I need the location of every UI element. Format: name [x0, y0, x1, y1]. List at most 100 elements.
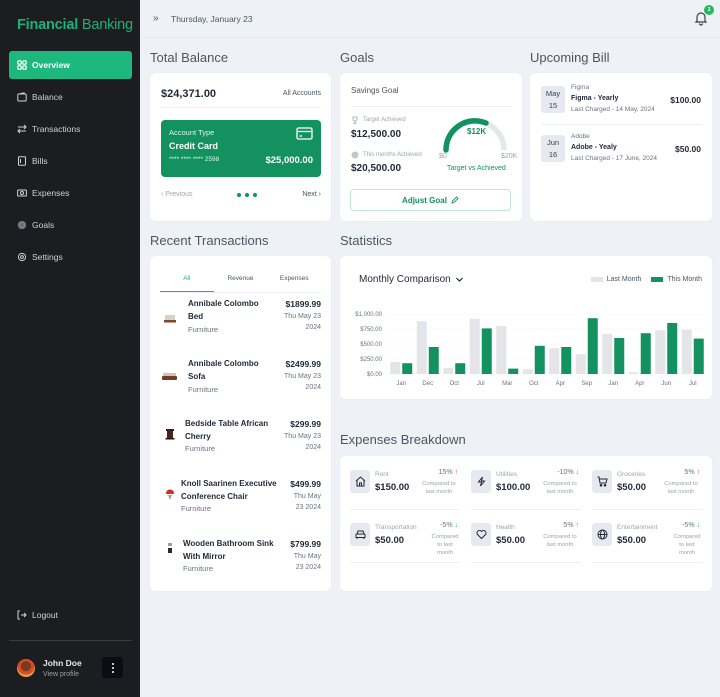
tab-all[interactable]: All — [160, 270, 214, 292]
expense-item-groceries[interactable]: Groceries $50.00 5% ↑ Compared to last m… — [592, 462, 702, 510]
bill-amount: $100.00 — [670, 95, 701, 105]
cart-icon — [592, 470, 612, 493]
tab-revenue[interactable]: Revenue — [227, 275, 254, 282]
transaction-date: Thu May 23 2024 — [284, 433, 321, 451]
bill-item[interactable]: Jun 16 Adobe Adobe - Yealy Last Charged -… — [541, 133, 701, 165]
statistics-card: Monthly Comparison Last Month This Month… — [340, 256, 712, 399]
sidebar-item-bills[interactable]: Bills — [9, 147, 132, 175]
chevron-down-icon — [455, 277, 463, 282]
section-title-total-balance: Total Balance — [150, 50, 229, 65]
sidebar-item-goals[interactable]: Goals — [9, 211, 132, 239]
expense-item-utilities[interactable]: Utilities $100.00 -10% ↓ Compared to las… — [471, 462, 581, 510]
svg-text:$500.00: $500.00 — [360, 342, 382, 348]
profile-menu-button[interactable] — [102, 657, 123, 678]
legend-last-month[interactable]: Last Month — [590, 276, 641, 283]
arrow-down-icon: ↓ — [696, 522, 701, 529]
sidebar-item-transactions[interactable]: Transactions — [9, 115, 132, 143]
sidebar-item-label: Bills — [32, 156, 48, 166]
expense-item-transportation[interactable]: Transportation $50.00 -5% ↓ Compared to … — [350, 515, 460, 563]
sidebar-nav: Overview Balance Transactions Bills Expe… — [9, 51, 132, 275]
transaction-amount: $1899.99 — [285, 299, 321, 309]
svg-text:$0.00: $0.00 — [367, 372, 383, 378]
transaction-name: Annibale Colombo Bed — [188, 299, 259, 321]
sidebar-item-label: Overview — [32, 60, 70, 70]
svg-text:Apr: Apr — [556, 381, 565, 387]
transaction-category: Furniture — [181, 504, 212, 513]
trophy-icon — [352, 116, 358, 124]
view-profile-link[interactable]: View profile — [43, 671, 80, 678]
svg-text:Oct: Oct — [450, 381, 460, 387]
bill-icon — [17, 156, 27, 166]
tab-expenses[interactable]: Expenses — [279, 275, 309, 282]
transaction-row[interactable]: Wooden Bathroom Sink With Mirror Furnitur… — [160, 537, 321, 589]
monthly-comparison-dropdown[interactable]: Monthly Comparison — [359, 274, 464, 285]
sidebar-item-label: Balance — [32, 92, 63, 102]
pager-dot[interactable] — [253, 192, 258, 197]
expense-item-rent[interactable]: Rent $150.00 15% ↑ Compared to last mont… — [350, 462, 460, 510]
account-type: Credit Card — [169, 141, 219, 151]
transaction-name: Wooden Bathroom Sink With Mirror — [183, 539, 274, 561]
section-title-statistics: Statistics — [340, 233, 393, 248]
table-icon — [165, 429, 175, 440]
pager-dot[interactable] — [245, 192, 250, 197]
monthly-comparison-chart: $0.00 $250.00 $500.00 $750.00 $1,000.00 Jan De… — [355, 312, 706, 387]
credit-card[interactable]: Account Type Credit Card **** **** **** … — [161, 120, 321, 177]
sidebar-item-label: Goals — [32, 220, 55, 230]
svg-text:Jan: Jan — [396, 381, 406, 387]
transaction-row[interactable]: Bedside Table African Cherry Furniture $2… — [160, 417, 321, 469]
bill-last-charged: Last Charged - 17 June, 2024 — [571, 155, 658, 162]
transaction-row[interactable]: Annibale Colombo Sofa Furniture $2499.99 … — [160, 357, 321, 409]
expenses-breakdown-card: Rent $150.00 15% ↑ Compared to last mont… — [340, 456, 712, 591]
transaction-category: Furniture — [188, 325, 219, 334]
card-number: **** **** **** 2598 — [169, 156, 220, 163]
target-achieved-value: $12,500.00 — [351, 129, 402, 140]
transaction-row[interactable]: Knoll Saarinen Executive Conference Chair… — [160, 477, 321, 529]
target-achieved-label: Target Achieved — [351, 116, 406, 124]
cash-icon — [17, 188, 27, 198]
chair-icon — [166, 489, 174, 499]
transaction-date: Thu May 23 2024 — [293, 493, 321, 511]
savings-goal-title: Savings Goal — [351, 86, 399, 95]
target-icon — [17, 220, 27, 230]
logout-button[interactable]: Logout — [17, 610, 58, 620]
sidebar-item-expenses[interactable]: Expenses — [9, 179, 132, 207]
bill-date: Jun 16 — [541, 135, 565, 162]
month-achieved-value: $20,500.00 — [351, 163, 402, 174]
expense-item-health[interactable]: Health $50.00 5% ↑ Compared to last mont… — [471, 515, 581, 563]
bill-name: Figma - Yearly — [571, 95, 619, 102]
brand-logo[interactable]: Financial Banking — [17, 17, 133, 33]
transaction-row[interactable]: Annibale Colombo Bed Furniture $1899.99 T… — [160, 297, 321, 349]
adjust-goal-button[interactable]: Adjust Goal — [350, 189, 511, 211]
bill-amount: $50.00 — [675, 144, 701, 154]
notification-badge: 3 — [704, 5, 714, 15]
legend-this-month[interactable]: This Month — [651, 276, 702, 283]
expense-item-entertainment[interactable]: Entertainment $50.00 -5% ↓ Compared to l… — [592, 515, 702, 563]
kebab-icon — [111, 662, 114, 674]
svg-text:$1,000.00: $1,000.00 — [355, 312, 382, 318]
collapse-sidebar-button[interactable]: » — [153, 13, 159, 24]
recent-transactions-card: All Revenue Expenses Annibale Colombo Bed… — [150, 256, 331, 591]
pager-dot[interactable] — [237, 192, 242, 197]
bell-icon[interactable] — [693, 10, 709, 26]
svg-text:Sep: Sep — [581, 381, 592, 387]
sink-icon — [168, 543, 172, 553]
user-name: John Doe — [43, 658, 82, 668]
all-accounts-link[interactable]: All Accounts — [282, 90, 321, 97]
sidebar-item-balance[interactable]: Balance — [9, 83, 132, 111]
transaction-date: Thu May 23 2024 — [284, 313, 321, 331]
user-profile[interactable]: John Doe View profile — [17, 658, 82, 678]
transaction-category: Furniture — [183, 564, 214, 573]
divider — [161, 107, 321, 108]
gear-icon — [17, 252, 27, 262]
svg-text:Jan: Jan — [608, 381, 618, 387]
sidebar-item-overview[interactable]: Overview — [9, 51, 132, 79]
card-balance: $25,000.00 — [265, 155, 313, 166]
total-balance-amount: $24,371.00 — [161, 88, 217, 100]
credit-card-icon — [296, 127, 313, 140]
previous-button[interactable]: ‹ Previous — [161, 191, 193, 198]
chart-legend: Last Month This Month — [590, 276, 702, 283]
arrow-up-icon: ↑ — [575, 522, 580, 529]
next-button[interactable]: Next › — [302, 191, 321, 198]
bill-item[interactable]: May 15 Figma Figma - Yearly Last Charged … — [541, 84, 701, 116]
sidebar-item-settings[interactable]: Settings — [9, 243, 132, 271]
